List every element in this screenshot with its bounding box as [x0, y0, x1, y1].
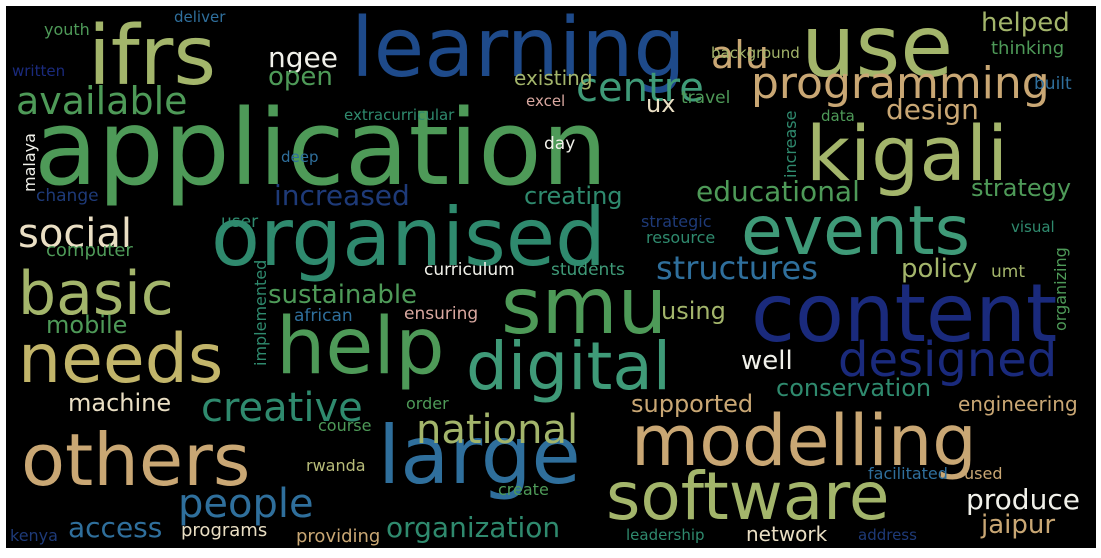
word-used: used: [964, 464, 1003, 483]
word-design: design: [886, 93, 979, 126]
word-engineering: engineering: [958, 392, 1078, 416]
word-built: built: [1034, 74, 1072, 94]
word-needs: needs: [18, 320, 224, 399]
word-cloud: application learning use ifrs kigali org…: [6, 6, 1096, 548]
word-change: change: [36, 186, 99, 206]
word-social: social: [18, 211, 133, 257]
word-application: application: [34, 87, 608, 209]
word-basic: basic: [18, 259, 174, 329]
word-ifrs: ifrs: [88, 9, 217, 104]
word-using: using: [661, 297, 726, 325]
word-computer: computer: [46, 240, 133, 261]
word-modelling: modelling: [631, 400, 977, 482]
word-structures: structures: [656, 249, 818, 287]
word-smu: smu: [501, 262, 668, 352]
word-programs: programs: [181, 520, 268, 541]
word-youth: youth: [44, 20, 90, 39]
word-strategic: strategic: [641, 212, 712, 231]
word-order: order: [406, 394, 449, 413]
word-strategy: strategy: [971, 174, 1072, 202]
word-kigali: kigali: [806, 109, 1009, 198]
word-organised: organised: [211, 191, 606, 284]
word-creative: creative: [201, 385, 363, 431]
word-implemented: implemented: [251, 259, 270, 366]
word-students: students: [551, 260, 625, 280]
word-increase: increase: [781, 110, 800, 178]
word-existing: existing: [514, 66, 593, 90]
word-organization: organization: [386, 511, 561, 544]
word-large: large: [378, 409, 581, 502]
word-create: create: [498, 480, 549, 499]
word-open: open: [268, 62, 333, 92]
word-available: available: [16, 79, 188, 123]
word-educational: educational: [696, 175, 860, 208]
word-rwanda: rwanda: [306, 456, 366, 475]
word-supported: supported: [631, 390, 754, 418]
word-mobile: mobile: [46, 311, 128, 339]
word-centre: centre: [576, 65, 704, 111]
word-access: access: [68, 511, 163, 544]
word-extracurricular: extracurricular: [344, 106, 455, 124]
word-facilitated: facilitated: [868, 464, 948, 483]
word-user: user: [221, 212, 259, 232]
word-resource: resource: [646, 228, 716, 247]
word-software: software: [606, 458, 890, 535]
word-content: content: [751, 267, 1058, 360]
word-network: network: [746, 522, 828, 546]
word-background: background: [711, 44, 800, 62]
word-digital: digital: [466, 328, 672, 405]
word-ux: ux: [646, 90, 676, 118]
word-ngee: ngee: [268, 41, 338, 74]
word-ensuring: ensuring: [404, 304, 479, 324]
word-jaipur: jaipur: [981, 510, 1056, 540]
word-creating: creating: [524, 182, 623, 210]
word-others: others: [21, 418, 251, 502]
word-kenya: kenya: [10, 526, 58, 545]
word-data: data: [821, 107, 855, 125]
word-programming: programming: [751, 58, 1050, 109]
word-leadership: leadership: [626, 526, 705, 544]
word-excel: excel: [526, 92, 566, 110]
word-conservation: conservation: [776, 374, 932, 402]
word-travel: travel: [681, 88, 731, 108]
word-umt: umt: [991, 262, 1025, 282]
word-organizing: organizing: [1051, 247, 1070, 331]
word-well: well: [741, 346, 793, 376]
word-policy: policy: [901, 254, 978, 284]
word-people: people: [178, 481, 314, 527]
word-help: help: [276, 302, 445, 392]
word-course: course: [318, 416, 372, 435]
word-visual: visual: [1011, 218, 1055, 236]
word-helped: helped: [981, 8, 1070, 38]
word-deliver: deliver: [174, 8, 226, 26]
word-alu: alu: [711, 33, 769, 77]
word-deep: deep: [281, 148, 319, 166]
word-machine: machine: [68, 389, 172, 417]
word-day: day: [544, 134, 576, 154]
word-malaya: malaya: [20, 133, 39, 192]
word-use: use: [801, 6, 954, 97]
word-produce: produce: [966, 483, 1080, 516]
word-african: african: [294, 306, 353, 326]
word-events: events: [741, 192, 971, 271]
word-curriculum: curriculum: [424, 260, 515, 280]
word-thinking: thinking: [991, 38, 1065, 59]
word-increased: increased: [274, 179, 410, 212]
word-written: written: [12, 62, 66, 80]
word-sustainable: sustainable: [268, 280, 418, 310]
word-designed: designed: [838, 332, 1058, 388]
word-providing: providing: [296, 526, 381, 547]
word-national: national: [416, 407, 579, 453]
word-learning: learning: [351, 6, 686, 96]
word-address: address: [858, 526, 917, 544]
